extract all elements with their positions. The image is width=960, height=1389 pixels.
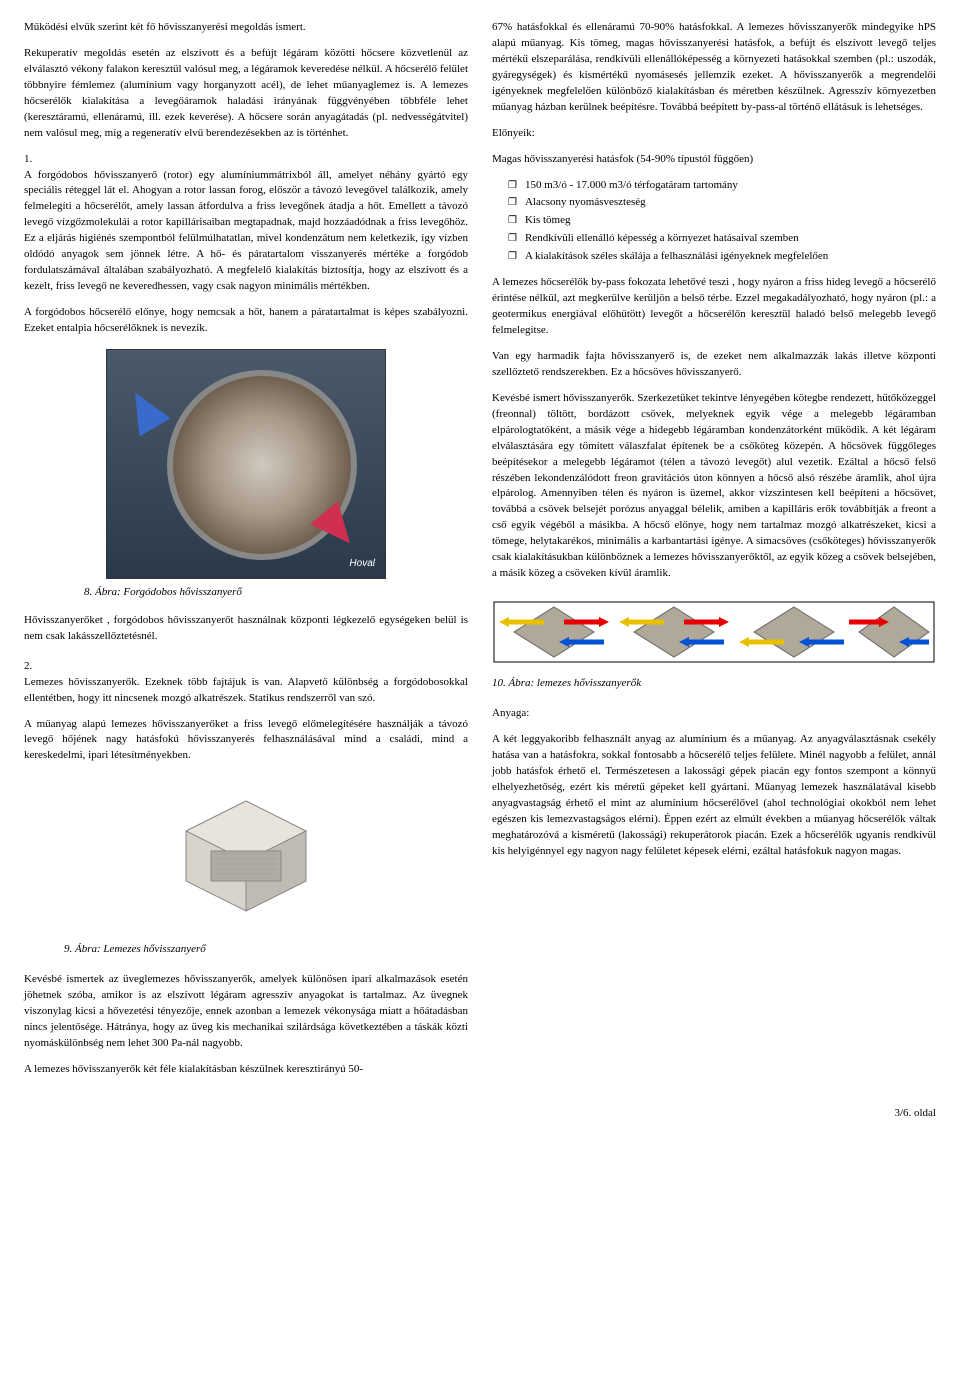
page-footer: 3/6. oldal [24,1106,936,1122]
right-p3: Van egy harmadik fajta hővisszanyerő is,… [492,349,936,381]
figure-8-caption: 8. Ábra: Forgódobos hővisszanyerő [84,585,468,601]
benefit-item-5: A kialakítások széles skálája a felhaszn… [508,249,936,265]
left-p3-num: 1. [24,152,468,168]
figure-9-image [146,776,346,936]
full2-p1: A két leggyakoribb felhasznált anyag az … [492,732,936,860]
full1-p2-num: 2. [24,659,468,675]
right-p4: Kevésbé ismert hővisszanyerők. Szerkezet… [492,391,936,582]
figure-10-caption: 10. Ábra: lemezes hővisszanyerők [492,676,936,692]
benefit-item-2: Alacsony nyomásveszteség [508,195,936,211]
full1-p3: A műanyag alapú lemezes hővisszanyerőket… [24,717,468,765]
figure-8-image: Hoval [106,349,386,579]
benefits-sub: Magas hővisszanyerési hatásfok (54-90% t… [492,152,936,168]
figure-10-image [492,592,936,672]
left-p4: A forgódobos hőcserélő előnye, hogy nemc… [24,305,468,337]
benefits-list: 150 m3/ó - 17.000 m3/ó térfogatáram tart… [508,178,936,266]
two-column-layout: Működési elvük szerint két fő hővisszany… [24,20,936,1088]
right-column: 67% hatásfokkal és ellenáramú 70-90% hat… [492,20,936,1088]
benefits-title: Előnyeik: [492,126,936,142]
benefit-item-3: Kis tömeg [508,213,936,229]
anyaga-title: Anyaga: [492,706,936,722]
full1-p1: Hővisszanyerőket , forgódobos hővisszany… [24,613,468,645]
right-p1: 67% hatásfokkal és ellenáramú 70-90% hat… [492,20,936,116]
bottom-p1: Kevésbé ismertek az üveglemezes hővissza… [24,972,468,1052]
hexagon-graphic [176,796,316,916]
left-p3: A forgódobos hővisszanyerő (rotor) egy a… [24,168,468,296]
left-p1: Működési elvük szerint két fő hővisszany… [24,20,468,36]
benefit-item-1: 150 m3/ó - 17.000 m3/ó térfogatáram tart… [508,178,936,194]
blue-arrow-icon [119,384,170,437]
left-p2: Rekuperatív megoldás esetén az elszívott… [24,46,468,142]
full1-p2: Lemezes hővisszanyerők. Ezeknek több faj… [24,675,468,707]
bottom-p2: A lemezes hővisszanyerők két féle kialak… [24,1062,468,1078]
right-p2: A lemezes hőcserélők by-pass fokozata le… [492,275,936,339]
hoval-brand-label: Hoval [349,557,375,572]
figure-9: 9. Ábra: Lemezes hővisszanyerő [24,776,468,958]
benefit-item-4: Rendkívüli ellenálló képesség a környeze… [508,231,936,247]
figure-9-caption: 9. Ábra: Lemezes hővisszanyerő [64,942,468,958]
left-column: Működési elvük szerint két fő hővisszany… [24,20,468,1088]
figure-8: Hoval 8. Ábra: Forgódobos hővisszanyerő [24,349,468,601]
